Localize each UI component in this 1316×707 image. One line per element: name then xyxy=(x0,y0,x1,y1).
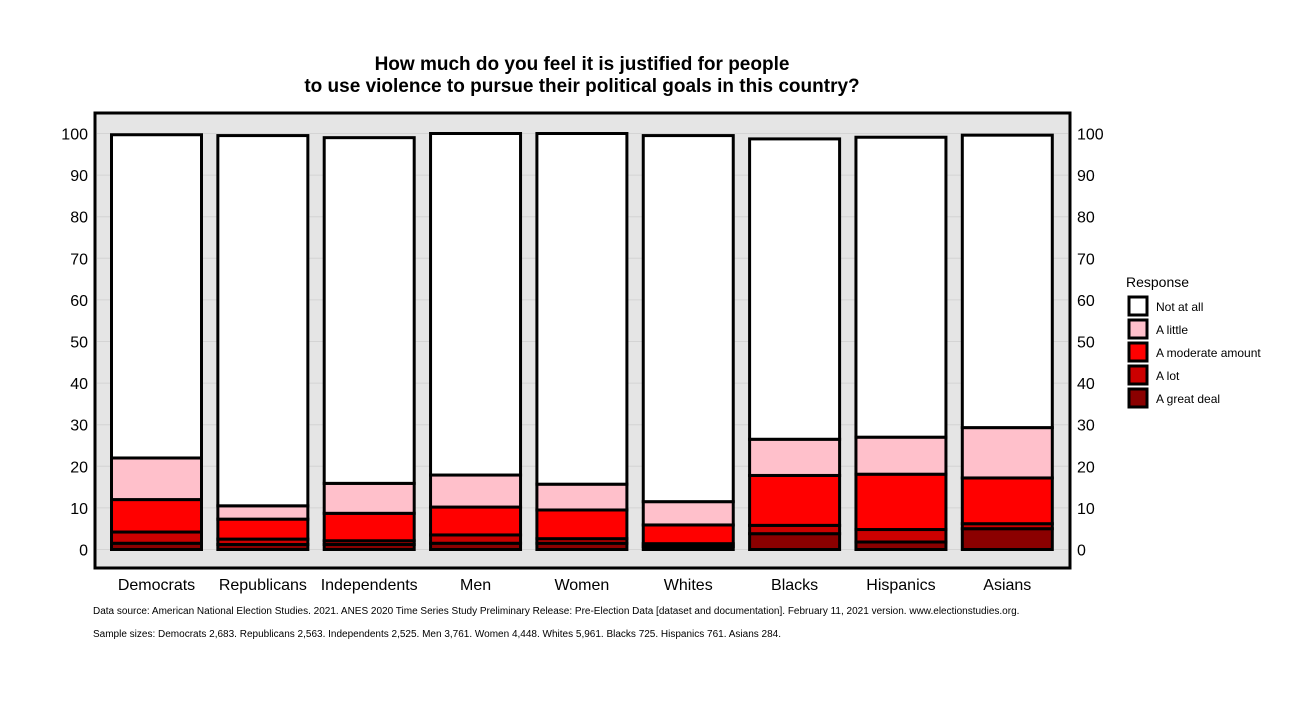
bar-segment xyxy=(429,473,523,509)
bar-segment xyxy=(110,530,203,545)
bar-segment xyxy=(110,456,203,502)
x-tick-label: Men xyxy=(460,577,491,594)
legend-swatch xyxy=(1127,295,1149,317)
legend-title: Response xyxy=(1126,274,1189,290)
y-tick-label-left: 80 xyxy=(70,210,88,227)
x-tick-label: Independents xyxy=(321,577,418,594)
y-axis-right: 0 10 20 30 40 50 60 70 80 90 100 xyxy=(1077,127,1104,560)
bar-segment xyxy=(216,504,310,521)
bar-segment xyxy=(322,511,416,543)
bar-segment xyxy=(960,476,1054,526)
x-tick-label: Blacks xyxy=(771,577,818,594)
bar-segment xyxy=(429,505,523,537)
chart-title-line-1: How much do you feel it is justified for… xyxy=(375,54,790,75)
bar-segment xyxy=(748,137,842,441)
legend-label: Not at all xyxy=(1156,300,1203,314)
legend-swatch xyxy=(1127,387,1149,409)
y-tick-label-right: 0 xyxy=(1077,543,1086,560)
bar-segment xyxy=(216,517,310,541)
y-tick-label-right: 60 xyxy=(1077,293,1095,310)
bar-segment xyxy=(641,500,735,527)
x-tick-label: Democrats xyxy=(118,577,195,594)
y-tick-label-right: 20 xyxy=(1077,459,1095,476)
y-tick-label-left: 70 xyxy=(70,251,88,268)
y-axis-left: 0 10 20 30 40 50 60 70 80 90 100 xyxy=(61,127,88,560)
bar-segment xyxy=(748,532,842,552)
bar-segment xyxy=(535,482,629,512)
y-tick-label-right: 80 xyxy=(1077,210,1095,227)
legend-label: A great deal xyxy=(1156,392,1220,406)
bar-segment xyxy=(854,435,948,476)
x-tick-label: Hispanics xyxy=(866,577,935,594)
y-tick-label-left: 0 xyxy=(79,543,88,560)
y-tick-label-left: 50 xyxy=(70,335,88,352)
y-tick-label-left: 30 xyxy=(70,418,88,435)
x-tick-label: Asians xyxy=(983,577,1031,594)
legend: Not at all A little A moderate amount A lot… xyxy=(1127,295,1261,409)
x-tick-label: Republicans xyxy=(219,577,307,594)
bar-segment xyxy=(748,473,842,527)
legend-label: A little xyxy=(1156,323,1188,337)
chart-title-line-2: to use violence to pursue their politica… xyxy=(304,76,859,97)
legend-swatch xyxy=(1127,341,1149,363)
data-source-note: Data source: American National Election … xyxy=(93,606,1019,617)
bar-segment xyxy=(429,132,523,477)
bar-segment xyxy=(535,132,629,486)
y-tick-label-right: 10 xyxy=(1077,501,1095,518)
y-tick-label-left: 10 xyxy=(70,501,88,518)
legend-label: A moderate amount xyxy=(1156,346,1261,360)
y-tick-label-left: 90 xyxy=(70,168,88,185)
bar-segment xyxy=(854,528,948,544)
y-tick-label-right: 50 xyxy=(1077,335,1095,352)
y-tick-label-right: 90 xyxy=(1077,168,1095,185)
legend-swatch xyxy=(1127,364,1149,386)
legend-label: A lot xyxy=(1156,369,1180,383)
bar-segment xyxy=(641,134,735,504)
bar-segment xyxy=(110,498,203,534)
y-tick-label-right: 40 xyxy=(1077,376,1095,393)
y-tick-label-left: 40 xyxy=(70,376,88,393)
y-tick-label-left: 100 xyxy=(61,127,88,144)
bar-segment xyxy=(960,527,1054,552)
legend-swatch xyxy=(1127,318,1149,340)
y-tick-label-right: 70 xyxy=(1077,251,1095,268)
bar-segment xyxy=(110,133,203,460)
bar-segment xyxy=(960,133,1054,430)
bar-segment xyxy=(322,136,416,485)
x-axis: Democrats Republicans Independents Men Women… xyxy=(118,577,1031,594)
bar-segment xyxy=(748,437,842,477)
bar-segment xyxy=(960,426,1054,480)
bar-segment xyxy=(641,523,735,546)
x-tick-label: Whites xyxy=(664,577,713,594)
bar-segment xyxy=(216,134,310,508)
y-tick-label-right: 30 xyxy=(1077,418,1095,435)
y-tick-label-left: 60 xyxy=(70,293,88,310)
sample-size-note: Sample sizes: Democrats 2,683. Republica… xyxy=(93,629,781,640)
bar-segment xyxy=(322,481,416,515)
bar-segment xyxy=(854,472,948,532)
bar-segment xyxy=(535,508,629,541)
x-tick-label: Women xyxy=(554,577,609,594)
y-tick-label-right: 100 xyxy=(1077,127,1104,144)
bars xyxy=(110,132,1054,552)
y-tick-label-left: 20 xyxy=(70,459,88,476)
bar-segment xyxy=(854,135,948,439)
